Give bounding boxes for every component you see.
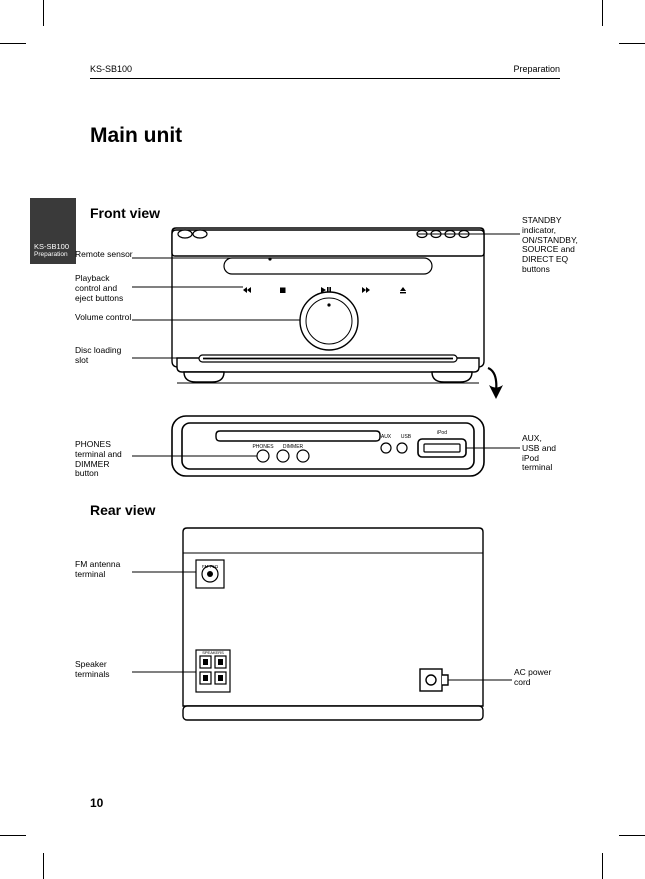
callout-speaker-terminals: Speaker terminals: [75, 660, 133, 680]
callout-standby: STANDBY indicator, ON/STANDBY, SOURCE an…: [522, 216, 578, 275]
crop-mark: [619, 835, 645, 836]
callout-remote-sensor: Remote sensor: [75, 250, 133, 260]
crop-mark: [0, 835, 26, 836]
header-left: KS-SB100: [90, 64, 132, 74]
section-title: Main unit: [90, 124, 182, 148]
crop-mark: [619, 43, 645, 44]
rear-view-svg: FM 75Ω SPEAKERS: [80, 520, 560, 745]
callout-aux-usb-ipod: AUX, USB and iPod terminal: [522, 434, 560, 473]
page-number: 10: [90, 796, 103, 810]
front-view-diagram: PHONES DIMMER AUX USB iPod: [80, 220, 560, 495]
svg-text:AUX: AUX: [381, 434, 392, 440]
callout-playback: Playback control and eject buttons: [75, 274, 133, 303]
callout-volume: Volume control: [75, 313, 131, 323]
front-view-title: Front view: [90, 205, 160, 221]
svg-text:FM 75Ω: FM 75Ω: [202, 564, 219, 569]
header-right: Preparation: [513, 64, 560, 74]
callout-fm-antenna: FM antenna terminal: [75, 560, 133, 580]
crop-mark: [602, 853, 603, 879]
front-view-svg: PHONES DIMMER AUX USB iPod: [80, 220, 560, 495]
crop-mark: [43, 853, 44, 879]
crop-mark: [43, 0, 44, 26]
page: KS-SB100 Preparation KS-SB100 Preparatio…: [0, 0, 645, 879]
callout-phones-dimmer: PHONES terminal and DIMMER button: [75, 440, 133, 479]
callout-disc-slot: Disc loading slot: [75, 346, 133, 366]
header-rule: [90, 78, 560, 79]
page-side-tab: KS-SB100 Preparation: [30, 198, 76, 264]
svg-text:DIMMER: DIMMER: [283, 444, 304, 450]
crop-mark: [602, 0, 603, 26]
svg-text:iPod: iPod: [437, 430, 447, 436]
crop-mark: [0, 43, 26, 44]
callout-ac-cord: AC power cord: [514, 668, 560, 688]
tab-line1: KS-SB100: [34, 243, 72, 251]
tab-line2: Preparation: [34, 251, 72, 258]
svg-text:PHONES: PHONES: [252, 444, 274, 450]
svg-text:USB: USB: [401, 434, 412, 440]
svg-text:SPEAKERS: SPEAKERS: [202, 650, 224, 655]
rear-view-title: Rear view: [90, 502, 155, 518]
rear-view-diagram: FM 75Ω SPEAKERS: [80, 520, 560, 745]
